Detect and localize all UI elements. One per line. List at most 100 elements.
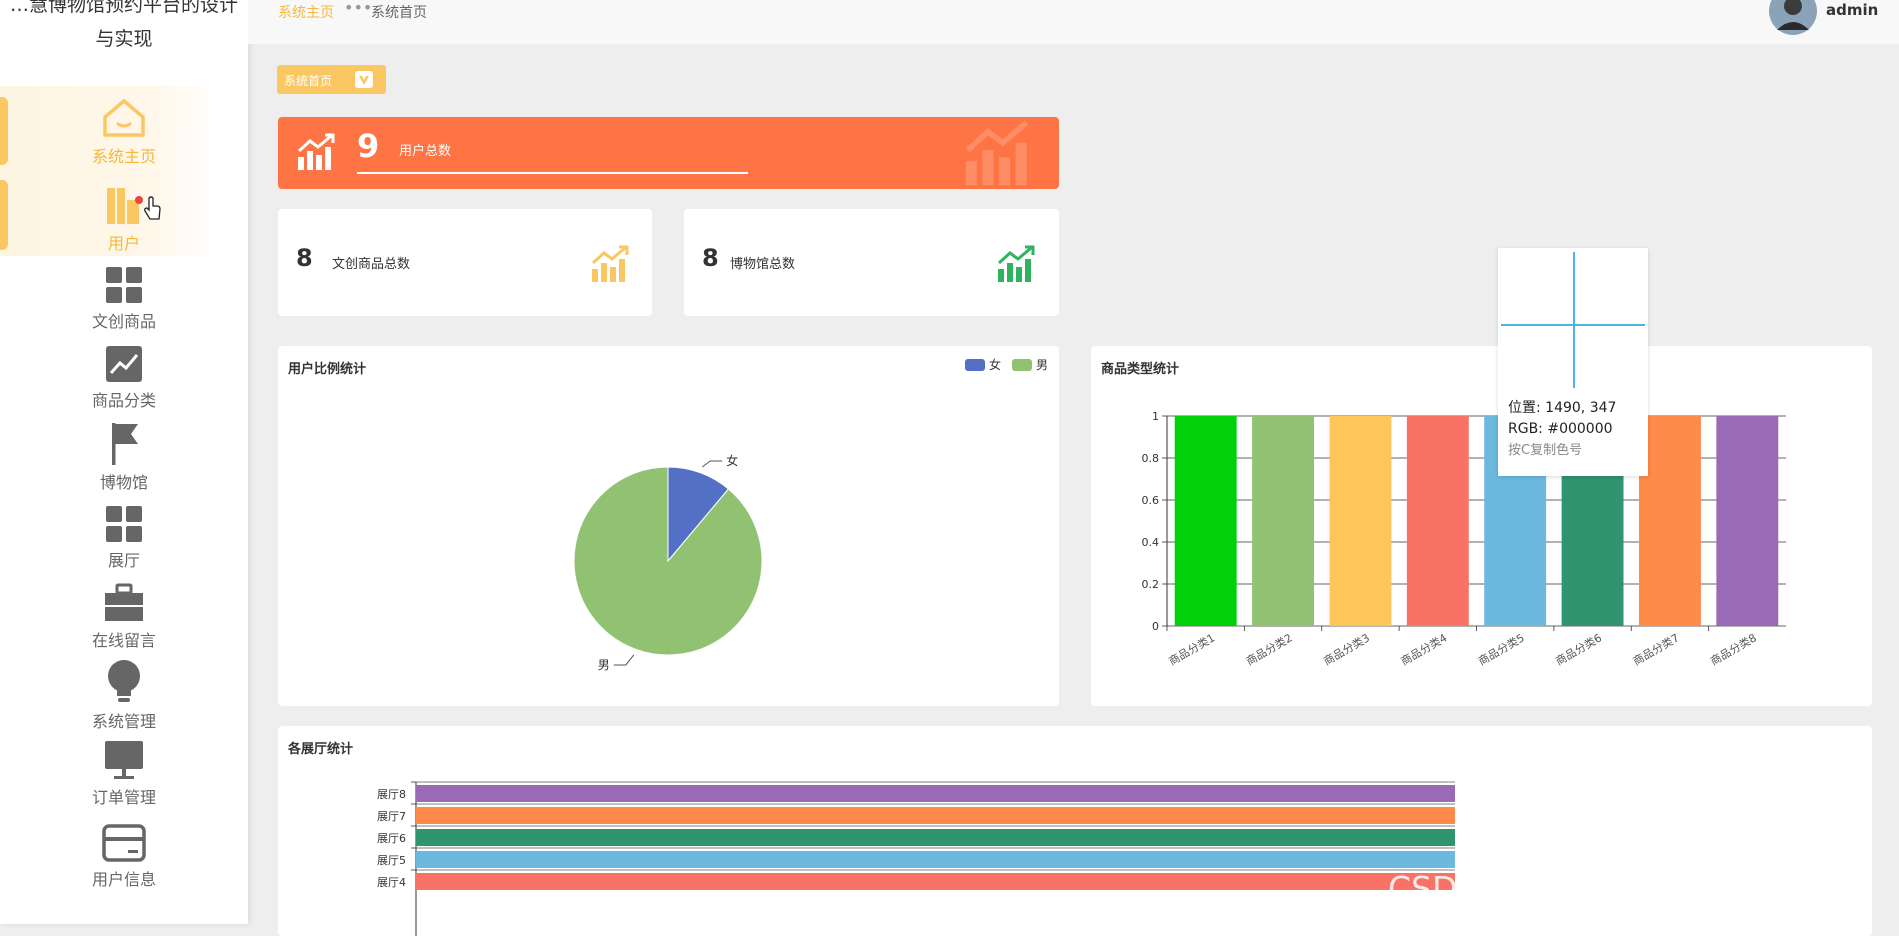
bar: [1716, 416, 1779, 626]
x-tick-label: 商品分类5: [1476, 630, 1527, 668]
goods-count-card: 8 文创商品总数: [278, 209, 652, 316]
home-icon: [103, 99, 145, 137]
bar: [416, 851, 1455, 868]
briefcase-icon: [105, 583, 143, 621]
sidebar-item-label: 展厅: [107, 551, 140, 570]
sidebar-item-label: 用户: [107, 234, 140, 253]
x-tick-label: 商品分类6: [1553, 630, 1604, 668]
sidebar-item-label: 用户信息: [91, 870, 156, 889]
tooltip-copy-hint: 按C复制色号: [1508, 443, 1583, 458]
top-bar: 系统主页 ••• 系统首页 admin: [248, 0, 1899, 44]
page-tag[interactable]: 系统首页: [277, 65, 386, 94]
sidebar-item-category[interactable]: 商品分类: [0, 345, 248, 411]
goods-type-card: 商品类型统计 0 0.2 0.4 0.6 0.8 1 商品分类1 商品分类2 商品分类3 商品分类…: [1091, 346, 1872, 706]
breadcrumb-current: 系统首页: [371, 5, 427, 21]
tag-close-icon[interactable]: [354, 70, 374, 89]
pie-slice: [573, 466, 763, 656]
trend-icon: [997, 245, 1035, 282]
user-count-underline: [357, 172, 748, 174]
x-tick-label: 商品分类3: [1321, 630, 1372, 668]
sidebar-item-label: 商品分类: [91, 391, 156, 410]
y-tick-label: 展厅6: [377, 832, 406, 845]
y-tick-label: 0.8: [1142, 452, 1160, 465]
pie-slice: [667, 466, 730, 563]
bar: [1406, 416, 1469, 626]
avatar[interactable]: [1768, 0, 1818, 36]
bulb-icon: [108, 660, 140, 702]
chart-title: 各展厅统计: [288, 742, 354, 757]
flag-icon: [112, 423, 138, 465]
sidebar: …慧博物馆预约平台的设计 与实现 系统主页 用户 文创商品: [0, 0, 248, 924]
color-picker-tooltip: 位置: 1490, 347 RGB: #000000 按C复制色号: [1498, 248, 1648, 476]
sidebar-item-label: 博物馆: [99, 473, 148, 492]
bar: [416, 807, 1455, 824]
chart-icon: [106, 346, 142, 382]
sidebar-item-label: 在线留言: [91, 631, 156, 650]
breadcrumb-home[interactable]: 系统主页: [278, 5, 334, 21]
sidebar-item-orders[interactable]: 订单管理: [0, 740, 248, 808]
sidebar-item-label: 系统管理: [91, 712, 156, 731]
users-icon: [107, 188, 143, 224]
sidebar-item-goods[interactable]: 文创商品: [0, 266, 248, 332]
y-tick-label: 展厅4: [377, 876, 406, 889]
tooltip-position: 位置: 1490, 347: [1508, 400, 1617, 416]
x-tick-label: 商品分类2: [1243, 630, 1294, 668]
trend-icon: [591, 245, 629, 282]
bar-chart: 0 0.2 0.4 0.6 0.8 1 商品分类1 商品分类2 商品分类3 商品分类4 商品分类5 商…: [1142, 410, 1786, 668]
x-tick-label: 商品分类7: [1630, 630, 1681, 668]
legend-swatch: [1012, 359, 1032, 371]
sidebar-item-museum[interactable]: 博物馆: [0, 421, 248, 493]
bar: [416, 785, 1455, 802]
legend-swatch: [965, 359, 985, 371]
card-icon: [102, 824, 146, 862]
museum-count-label: 博物馆总数: [730, 257, 796, 272]
chart-title: 用户比例统计: [288, 362, 367, 377]
user-count-card: 9 用户总数: [278, 117, 1059, 189]
app-title-line2: 与实现: [95, 28, 153, 50]
museum-count-card: 8 博物馆总数: [684, 209, 1059, 316]
y-tick-label: 0.4: [1142, 536, 1160, 549]
watermark: CSDN @计算机毕业编程指导师: [1388, 869, 1856, 908]
sidebar-item-users[interactable]: 用户: [0, 186, 248, 254]
user-count-label: 用户总数: [399, 144, 452, 159]
horizontal-bar-chart: 展厅8 展厅7 展厅6 展厅5 展厅4: [377, 781, 1455, 936]
sidebar-item-home[interactable]: 系统主页: [0, 97, 248, 167]
bar: [1329, 416, 1392, 626]
y-tick-label: 展厅8: [377, 788, 406, 801]
goods-count-label: 文创商品总数: [332, 257, 411, 272]
legend-label: 男: [1036, 358, 1048, 372]
grid-icon: [106, 267, 142, 303]
y-tick-label: 展厅7: [377, 810, 406, 823]
sidebar-item-label: 系统主页: [91, 147, 156, 166]
active-nav-bar: [0, 97, 8, 165]
y-tick-label: 0.2: [1142, 578, 1160, 591]
y-tick-label: 0: [1152, 620, 1159, 633]
grid-icon: [106, 506, 142, 542]
y-tick-label: 展厅5: [377, 854, 406, 867]
bar: [1252, 416, 1315, 626]
main-content: 系统首页 9 用户总数 8 文创商品总数: [248, 44, 1899, 936]
pie-chart: 女男女男: [573, 357, 1048, 672]
page-tag-label: 系统首页: [284, 74, 333, 88]
pie-label-line: [613, 654, 635, 666]
goods-count-value: 8: [296, 244, 313, 272]
legend-label: 女: [989, 357, 1001, 372]
tooltip-rgb: RGB: #000000: [1508, 421, 1613, 437]
y-tick-label: 0.6: [1142, 494, 1160, 507]
sidebar-item-profile[interactable]: 用户信息: [0, 824, 248, 890]
sidebar-item-message[interactable]: 在线留言: [0, 583, 248, 651]
user-name[interactable]: admin: [1826, 1, 1879, 19]
sidebar-item-hall[interactable]: 展厅: [0, 505, 248, 571]
y-tick-label: 1: [1152, 410, 1159, 423]
pie-label: 男: [598, 658, 610, 672]
x-tick-label: 商品分类8: [1708, 630, 1759, 668]
sidebar-item-system[interactable]: 系统管理: [0, 658, 248, 732]
crosshair-horizontal: [1501, 324, 1645, 326]
app-title-line1: …慧博物馆预约平台的设计: [9, 0, 238, 16]
sidebar-item-label: 订单管理: [91, 788, 156, 807]
crosshair-vertical: [1573, 252, 1575, 388]
trend-watermark-icon: [965, 120, 1029, 186]
monitor-icon: [105, 741, 143, 779]
x-tick-label: 商品分类4: [1398, 630, 1449, 668]
breadcrumb-separator-icon: •••: [344, 0, 373, 17]
